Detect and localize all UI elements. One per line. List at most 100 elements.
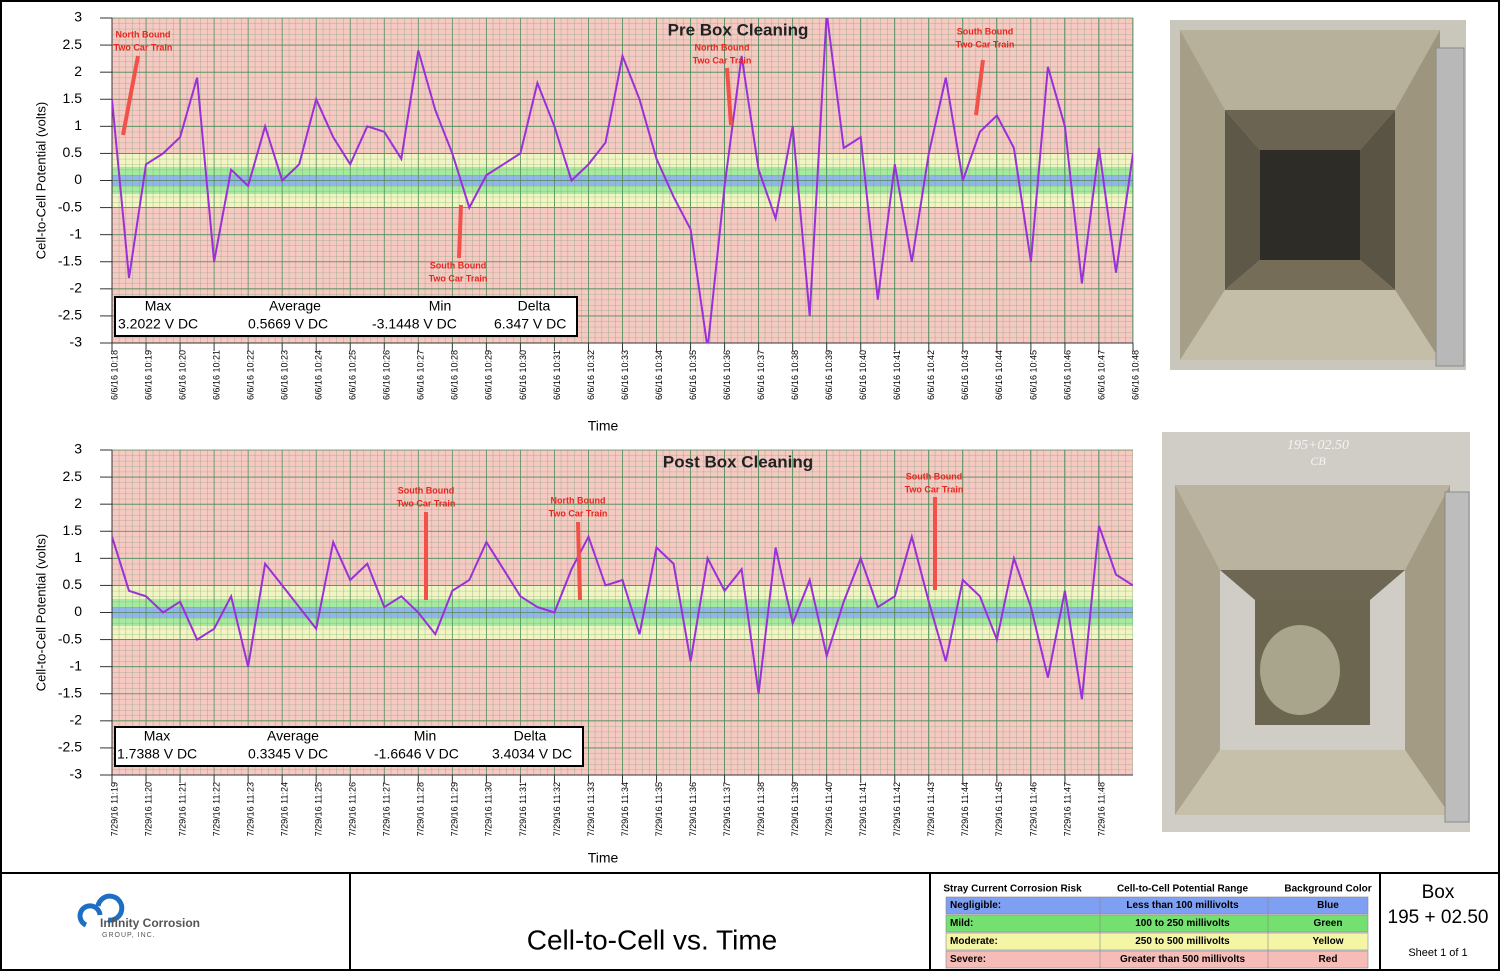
legend-cell: Mild:: [950, 918, 973, 929]
photo-pre: [1170, 20, 1466, 370]
x-tick-label: 7/29/16 11:32: [552, 782, 562, 836]
stat-value: 3.4034 V DC: [492, 746, 572, 762]
x-tick-label: 6/6/16 10:41: [892, 350, 902, 400]
legend-header: Background Color: [1284, 884, 1371, 895]
x-tick-label: 7/29/16 11:36: [688, 782, 698, 836]
x-tick-label: 6/6/16 10:36: [722, 350, 732, 400]
stat-value: 0.3345 V DC: [248, 746, 328, 762]
annotation: Two Car Train: [905, 484, 964, 494]
stat-label: Min: [414, 728, 437, 744]
x-tick-label: 7/29/16 11:29: [450, 782, 460, 836]
y-tick-label: 3: [74, 441, 82, 457]
stat-label: Max: [144, 728, 170, 744]
x-tick-label: 7/29/16 11:28: [416, 782, 426, 836]
x-tick-label: 6/6/16 10:22: [246, 350, 256, 400]
legend-cell: Red: [1319, 954, 1338, 965]
y-tick-label: 2: [74, 495, 82, 511]
legend-cell: Blue: [1317, 900, 1339, 911]
legend-cell: Green: [1314, 918, 1343, 929]
x-tick-label: 6/6/16 10:30: [518, 350, 528, 400]
x-tick-label: 6/6/16 10:29: [484, 350, 494, 400]
legend-cell: 250 to 500 millivolts: [1135, 936, 1230, 947]
legend-row: [945, 932, 1369, 951]
legend-header: Cell-to-Cell Potential Range: [1117, 884, 1249, 895]
annotation-arrow: [725, 67, 733, 126]
x-tick-label: 6/6/16 10:33: [620, 350, 630, 400]
y-tick-label: 1: [74, 117, 82, 133]
y-tick-label: -3: [70, 334, 83, 350]
x-tick-label: 7/29/16 11:23: [246, 782, 256, 836]
x-axis-label: Time: [588, 850, 619, 866]
annotation: Two Car Train: [397, 498, 456, 508]
y-tick-label: -1.5: [58, 252, 82, 268]
y-axis-label: Cell-to-Cell Potential (volts): [33, 102, 48, 260]
y-tick-label: -0.5: [58, 198, 82, 214]
x-tick-label: 7/29/16 11:22: [211, 782, 221, 836]
x-tick-label: 7/29/16 11:46: [1028, 782, 1038, 836]
annotation: North Bound: [551, 495, 606, 505]
y-tick-label: -0.5: [58, 630, 82, 646]
x-tick-label: 7/29/16 11:48: [1096, 782, 1106, 836]
y-tick-label: 1.5: [63, 522, 83, 538]
y-tick-label: 2.5: [63, 36, 83, 52]
legend-cell: Greater than 500 millivolts: [1120, 954, 1245, 965]
annotation: North Bound: [695, 42, 750, 52]
y-tick-label: 2: [74, 63, 82, 79]
legend-cell: 100 to 250 millivolts: [1135, 918, 1230, 929]
sheet-number: Sheet 1 of 1: [1408, 947, 1467, 959]
chart-title: Pre Box Cleaning: [668, 20, 809, 39]
photo-post: 195+02.50 CB: [1162, 432, 1470, 832]
company-name: Infinity Corrosion: [100, 916, 200, 930]
x-tick-label: 6/6/16 10:32: [586, 350, 596, 400]
stat-label: Average: [267, 728, 319, 744]
x-tick-label: 7/29/16 11:34: [620, 782, 630, 836]
legend-header: Stray Current Corrosion Risk: [943, 884, 1082, 895]
y-axis-label: Cell-to-Cell Potential (volts): [33, 534, 48, 692]
stat-label: Delta: [518, 298, 551, 314]
x-tick-label: 6/6/16 10:40: [858, 350, 868, 400]
annotation: Two Car Train: [429, 273, 488, 283]
chart-title: Post Box Cleaning: [663, 452, 813, 471]
stat-label: Min: [429, 298, 452, 314]
legend-row: [945, 950, 1369, 969]
x-tick-label: 7/29/16 11:25: [314, 782, 324, 836]
photo-caption: 195+02.50: [1287, 438, 1349, 453]
y-tick-label: -1: [70, 657, 83, 673]
y-tick-label: 0.5: [63, 576, 83, 592]
annotation: South Bound: [906, 471, 962, 481]
x-tick-label: 6/6/16 10:27: [416, 350, 426, 400]
x-tick-label: 6/6/16 10:37: [756, 350, 766, 400]
x-tick-label: 6/6/16 10:21: [211, 350, 221, 400]
stat-value: 6.347 V DC: [494, 316, 566, 332]
annotation: North Bound: [116, 29, 171, 39]
sheet-title: Cell-to-Cell vs. Time: [527, 924, 777, 955]
x-tick-label: 7/29/16 11:40: [824, 782, 834, 836]
x-tick-label: 6/6/16 10:39: [824, 350, 834, 400]
annotation-arrow: [974, 59, 985, 116]
x-tick-label: 6/6/16 10:26: [382, 350, 392, 400]
x-tick-label: 7/29/16 11:37: [722, 782, 732, 836]
x-tick-label: 6/6/16 10:46: [1062, 350, 1072, 400]
x-tick-label: 6/6/16 10:28: [450, 350, 460, 400]
x-tick-label: 7/29/16 11:30: [484, 782, 494, 836]
stat-value: 1.7388 V DC: [117, 746, 197, 762]
x-tick-label: 7/29/16 11:42: [892, 782, 902, 836]
stats-box: [114, 726, 584, 767]
x-tick-label: 7/29/16 11:20: [143, 782, 153, 836]
stat-value: -1.6646 V DC: [374, 746, 459, 762]
annotation-arrow: [121, 55, 140, 136]
x-tick-label: 6/6/16 10:18: [109, 350, 119, 400]
stat-value: -3.1448 V DC: [372, 316, 457, 332]
data-line: [112, 18, 1133, 343]
y-tick-label: -2.5: [58, 739, 82, 755]
y-tick-label: -2: [70, 712, 83, 728]
y-tick-label: -3: [70, 766, 83, 782]
x-tick-label: 6/6/16 10:19: [143, 350, 153, 400]
y-tick-label: -1: [70, 225, 83, 241]
x-tick-label: 6/6/16 10:38: [790, 350, 800, 400]
x-tick-label: 6/6/16 10:43: [960, 350, 970, 400]
x-axis-label: Time: [588, 418, 619, 434]
x-tick-label: 7/29/16 11:41: [858, 782, 868, 836]
